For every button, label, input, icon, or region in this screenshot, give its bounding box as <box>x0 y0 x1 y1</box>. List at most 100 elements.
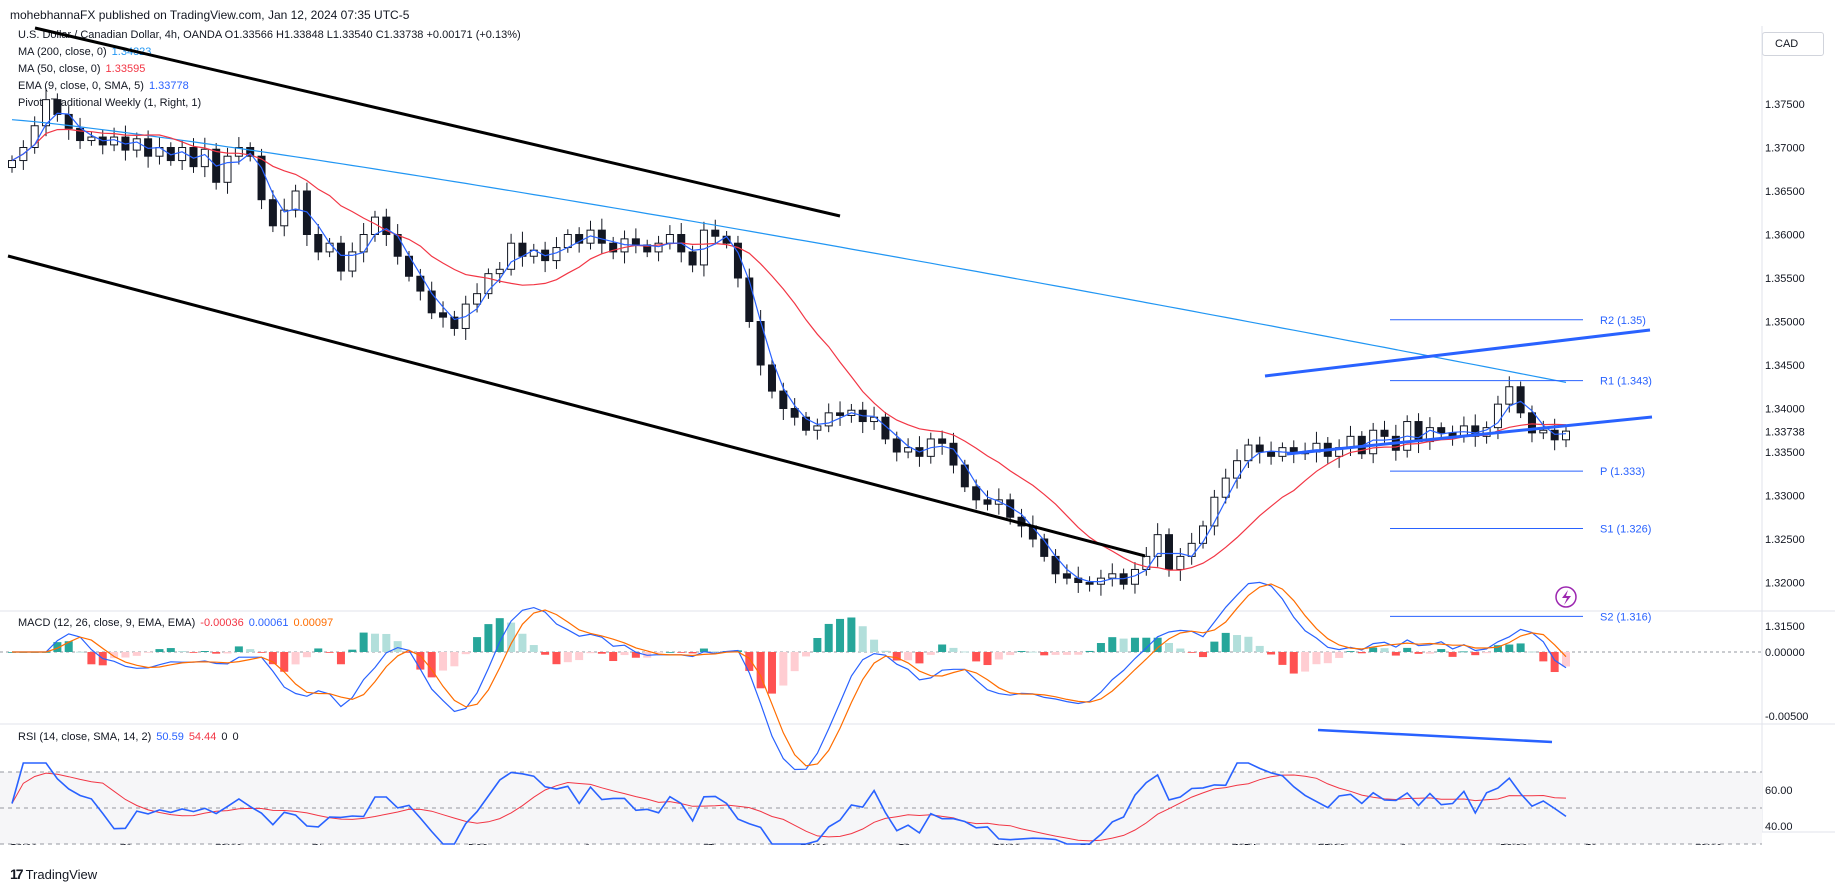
candle <box>1244 444 1253 462</box>
macd-hist-bar <box>473 637 482 652</box>
ma200-line <box>11 119 1567 383</box>
macd-hist-bar <box>416 652 425 670</box>
candle <box>609 242 618 253</box>
macd-hist-bar <box>382 633 391 652</box>
macd-hist-bar <box>1505 644 1514 652</box>
macd-hist-bar <box>1301 652 1310 672</box>
candle <box>575 234 584 244</box>
price-tick-label: 1.36000 <box>1765 230 1805 242</box>
macd-histogram <box>8 617 1570 694</box>
candle <box>393 234 402 257</box>
macd-hist-bar <box>926 652 935 655</box>
candle <box>1040 538 1049 557</box>
macd-hist-bar <box>110 652 119 659</box>
candles <box>8 88 1570 596</box>
rsi-divergence-line[interactable] <box>1317 728 1553 744</box>
macd-hist-bar <box>1482 652 1491 654</box>
price-tick-label: 1.37000 <box>1765 143 1805 155</box>
candle <box>1516 386 1525 414</box>
price-chart[interactable]: 1.37500 1.37000 1.36500 1.36000 1.35500 1.350… <box>0 26 1835 866</box>
legend-ema9[interactable]: EMA (9, close, 0, SMA, 5) 1.33778 <box>18 80 189 92</box>
macd-hist-bar <box>189 652 198 653</box>
candle <box>665 234 674 244</box>
rsi-value-2: 54.44 <box>188 731 217 743</box>
candle <box>1550 429 1559 441</box>
pivot-label: R1 (1.343) <box>1600 376 1652 388</box>
macd-hist-bar <box>1516 643 1525 652</box>
tradingview-brand[interactable]: 17 TradingView <box>10 866 97 882</box>
price-tick-label: 1.34000 <box>1765 404 1805 416</box>
rsi-legend[interactable]: RSI (14, close, SMA, 14, 2) 50.59 54.44 0 0 <box>18 731 239 743</box>
macd-hist-bar <box>64 641 73 652</box>
macd-hist-bar <box>677 652 686 653</box>
symbol-legend[interactable]: U.S. Dollar / Canadian Dollar, 4h, OANDA… <box>18 29 521 41</box>
macd-hist-bar <box>166 648 175 652</box>
macd-value-3: 0.00097 <box>293 617 334 629</box>
macd-hist-bar <box>1074 652 1083 655</box>
macd-hist-bar <box>1085 650 1094 652</box>
macd-hist-bar <box>280 652 289 672</box>
macd-hist-bar <box>575 652 584 661</box>
legend-pivots[interactable]: Pivots Traditional Weekly (1, Right, 1) <box>18 97 201 109</box>
candle <box>983 499 992 505</box>
candle <box>325 242 334 253</box>
macd-hist-bar <box>938 644 947 652</box>
macd-hist-bar <box>745 652 754 671</box>
candle <box>495 268 504 275</box>
macd-hist-bar <box>1199 652 1208 658</box>
candle <box>200 148 209 168</box>
candle <box>654 242 663 253</box>
channel-upper-line[interactable] <box>34 26 841 218</box>
macd-hist-bar <box>1221 632 1230 652</box>
price-tick-label: 1.32500 <box>1765 534 1805 546</box>
macd-tick-label: 0.00000 <box>1765 647 1805 659</box>
macd-hist-bar <box>1017 651 1026 652</box>
candle <box>382 216 391 236</box>
macd-hist-bar <box>1335 652 1344 658</box>
candle <box>813 425 822 431</box>
candle <box>280 209 289 227</box>
macd-hist-bar <box>1255 645 1264 652</box>
channel-lower-line[interactable] <box>7 254 1146 558</box>
wedge-lower-line[interactable] <box>1286 415 1653 456</box>
macd-hist-bar <box>507 622 516 652</box>
rsi-value-4: 0 <box>232 731 239 743</box>
macd-hist-bar <box>1028 651 1037 653</box>
candle <box>257 155 266 201</box>
price-tick-label: 1.35000 <box>1765 317 1805 329</box>
macd-tick-label: -0.00500 <box>1765 711 1808 723</box>
candle <box>824 412 833 427</box>
macd-hist-bar <box>620 652 629 656</box>
macd-hist-bar <box>813 637 822 652</box>
macd-hist-bar <box>268 652 277 665</box>
macd-hist-bar <box>1425 652 1434 654</box>
macd-hist-bar <box>767 652 776 694</box>
macd-hist-bar <box>688 652 697 654</box>
macd-hist-bar <box>144 652 153 653</box>
macd-legend[interactable]: MACD (12, 26, close, 9, EMA, EMA) -0.0003… <box>18 617 333 629</box>
candle <box>42 99 51 127</box>
macd-hist-bar <box>836 618 845 652</box>
candle <box>1380 429 1389 437</box>
currency-button[interactable]: CAD <box>1762 32 1824 56</box>
macd-hist-bar <box>1187 652 1196 653</box>
macd-hist-bar <box>178 651 187 652</box>
macd-hist-bar <box>518 633 527 652</box>
price-tick-label: 1.37500 <box>1765 99 1805 111</box>
macd-hist-bar <box>1040 652 1049 656</box>
brand-name: TradingView <box>25 866 98 882</box>
lightning-icon[interactable] <box>1555 586 1577 608</box>
macd-hist-bar <box>949 647 958 652</box>
legend-ma50[interactable]: MA (50, close, 0) 1.33595 <box>18 63 145 75</box>
candle <box>416 275 425 292</box>
candle <box>314 234 323 253</box>
wedge-upper-line[interactable] <box>1264 328 1651 378</box>
macd-hist-bar <box>1244 636 1253 652</box>
macd-hist-bar <box>881 650 890 652</box>
candle <box>1255 444 1264 453</box>
candle <box>1210 496 1219 527</box>
macd-hist-bar <box>291 652 300 665</box>
candle <box>597 229 606 244</box>
candle <box>439 312 448 318</box>
candle <box>8 160 16 169</box>
